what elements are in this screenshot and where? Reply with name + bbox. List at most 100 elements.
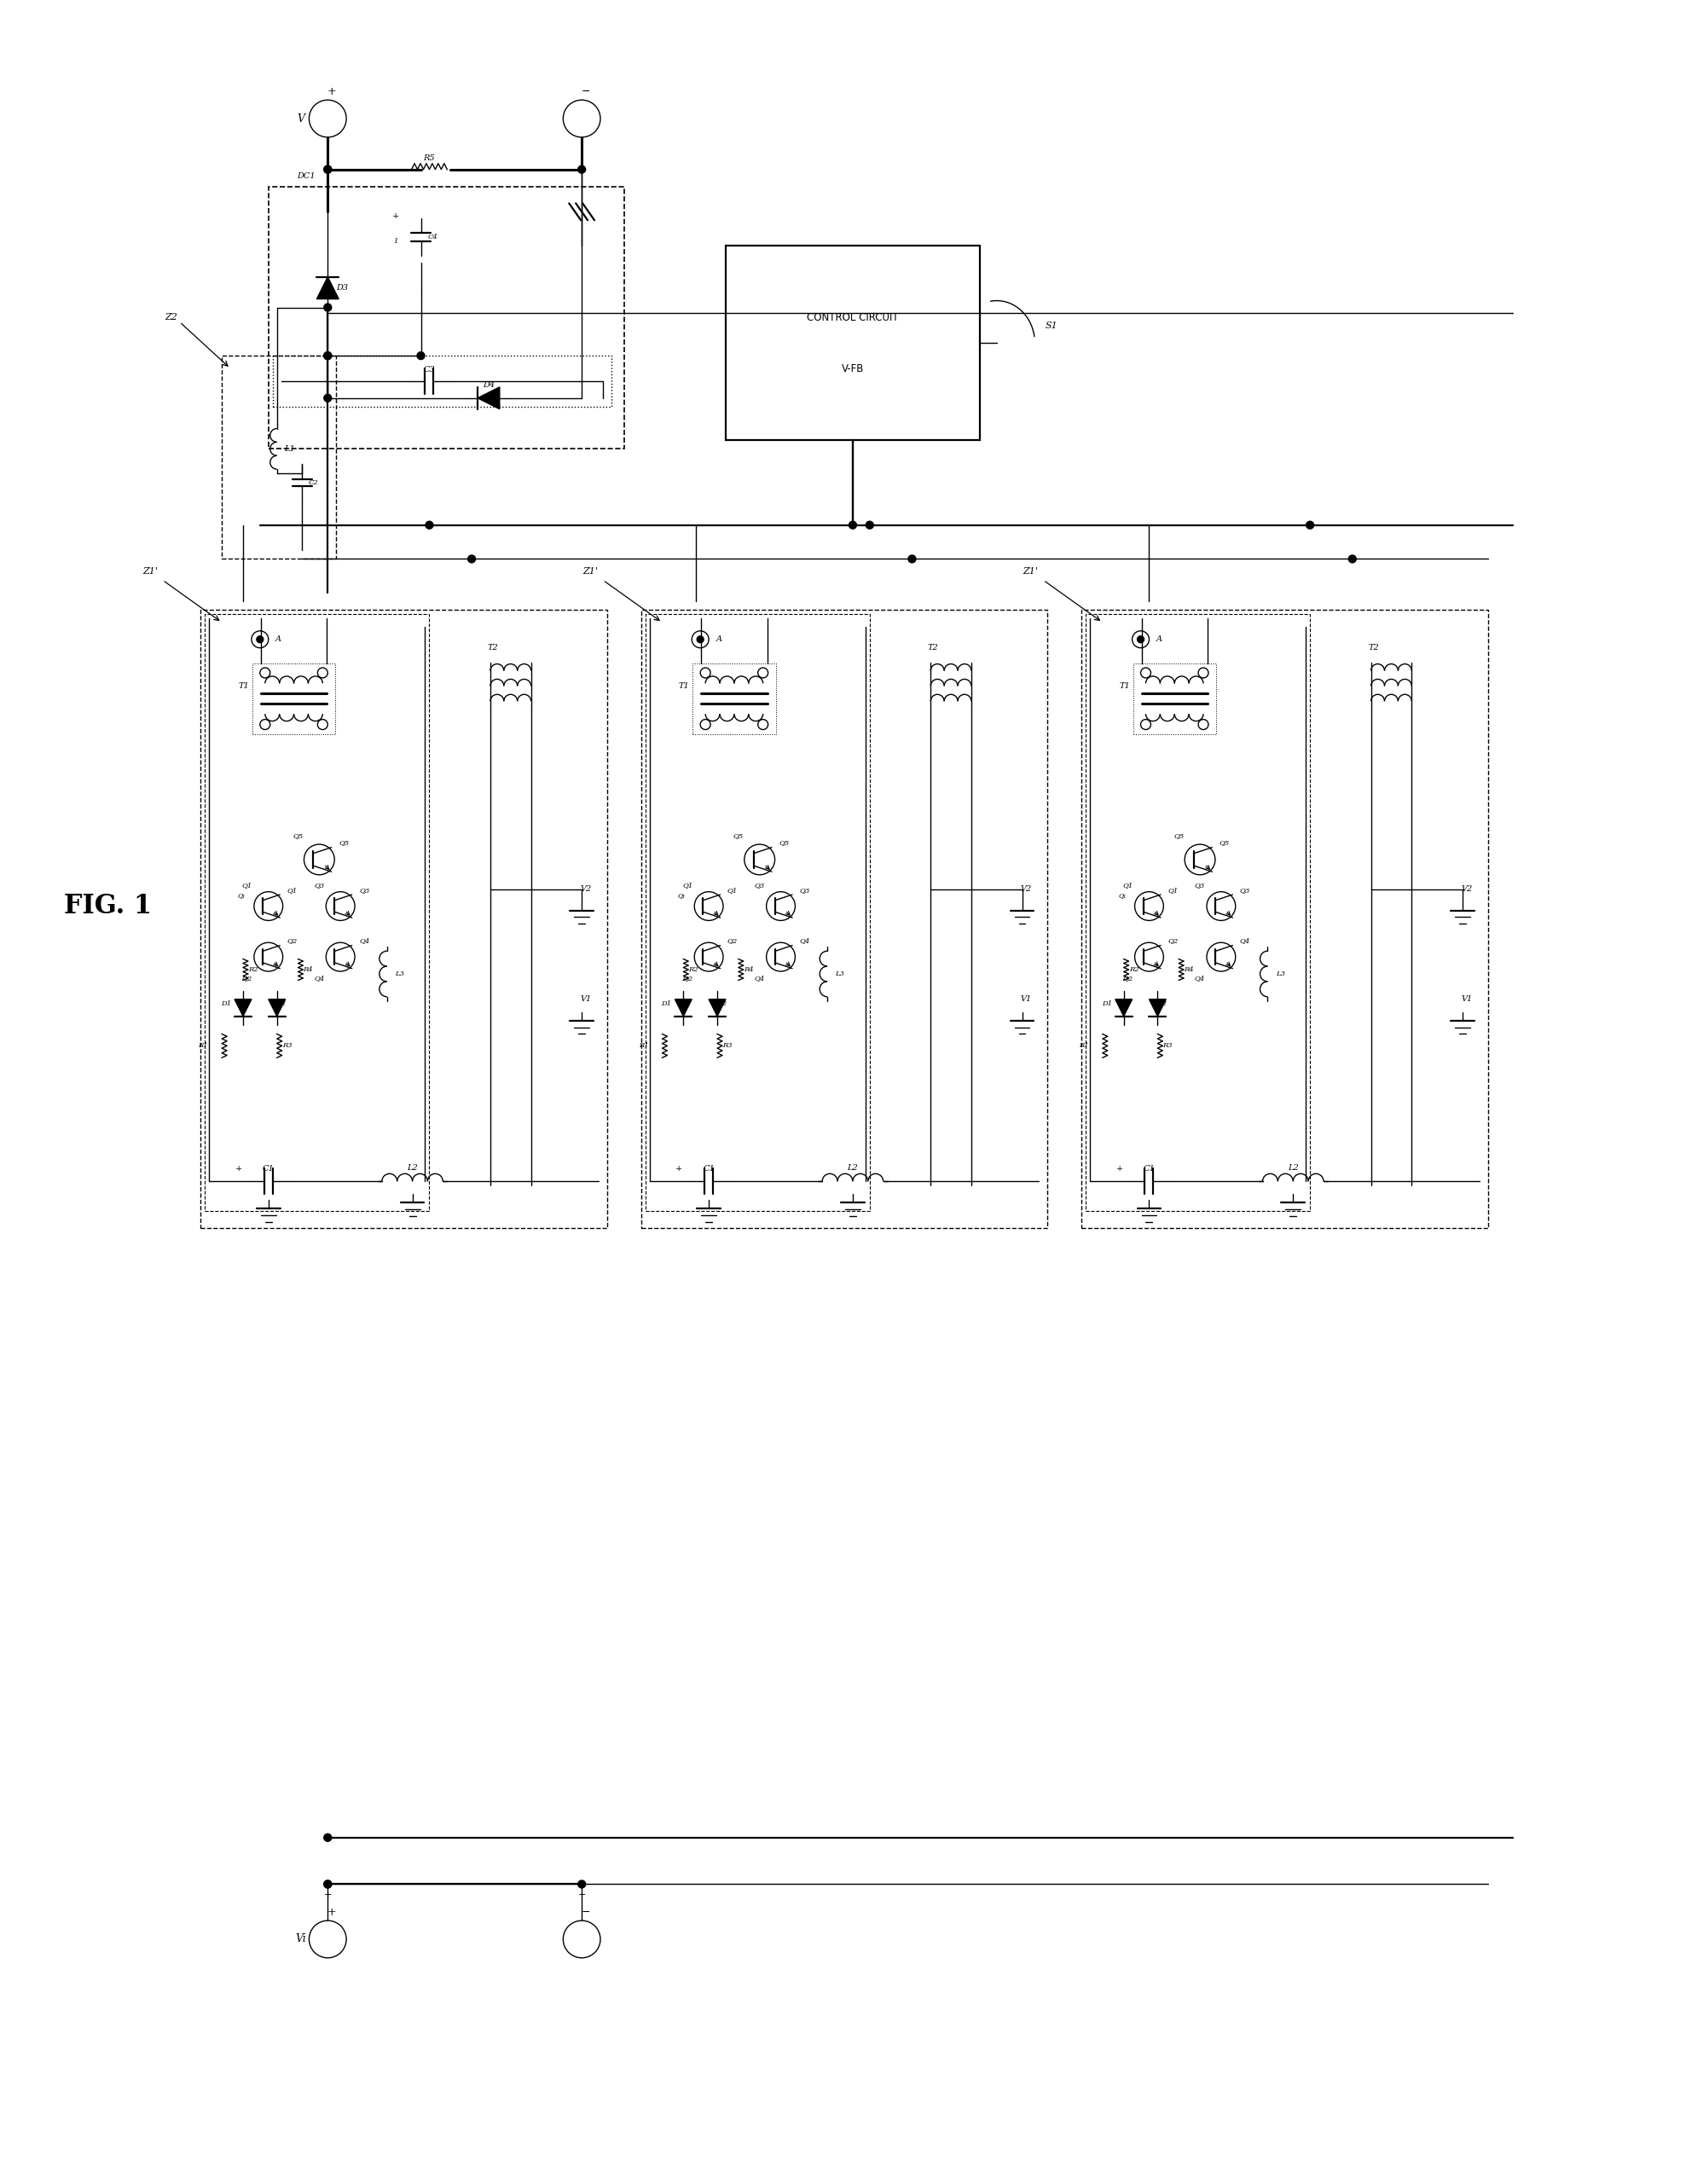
Text: Q1: Q1 [1123,882,1133,889]
Text: C1: C1 [263,1164,275,1173]
Polygon shape [268,1000,285,1016]
Text: R3: R3 [723,1042,732,1048]
Text: V1: V1 [1020,996,1032,1002]
Text: Q1: Q1 [243,882,253,889]
Text: R2: R2 [248,965,258,974]
Text: Q₁: Q₁ [1118,893,1126,900]
Text: R3: R3 [282,1042,292,1048]
Circle shape [467,555,475,563]
Text: L3: L3 [835,970,845,976]
Text: Q3: Q3 [359,887,369,893]
Polygon shape [317,277,339,299]
Text: Q3: Q3 [1195,882,1205,889]
Text: Q4: Q4 [799,937,809,943]
Text: Q2: Q2 [727,937,738,943]
Text: −: − [582,1907,590,1918]
Text: Q1: Q1 [727,887,738,893]
Text: T2: T2 [1367,644,1379,651]
Text: +: + [327,1907,337,1918]
Text: L2: L2 [406,1164,418,1171]
Text: T2: T2 [927,644,939,651]
Text: Q1: Q1 [1168,887,1179,893]
Text: D3: D3 [336,284,347,293]
Polygon shape [1114,1000,1133,1016]
Text: T1: T1 [1120,681,1130,690]
Circle shape [256,636,263,642]
Circle shape [324,1835,332,1841]
Text: Q3: Q3 [314,882,324,889]
Text: Q4: Q4 [754,974,765,981]
Text: D2: D2 [717,1000,727,1007]
Text: +: + [327,85,337,96]
Text: Z2: Z2 [165,312,177,321]
Text: V: V [297,114,305,124]
Text: +: + [324,1891,332,1900]
Text: A: A [275,636,282,644]
Text: R1: R1 [199,1042,207,1048]
Polygon shape [1150,1000,1167,1016]
Text: Q5: Q5 [779,839,789,845]
Text: T2: T2 [487,644,499,651]
Text: R4: R4 [1184,965,1194,974]
Circle shape [578,166,585,173]
Text: D1: D1 [1101,1000,1113,1007]
Text: V2: V2 [1462,885,1472,893]
Text: +: + [391,212,400,221]
Polygon shape [708,1000,725,1016]
Text: Q2: Q2 [683,974,693,981]
Text: L1: L1 [285,446,295,452]
Text: L3: L3 [1276,970,1285,976]
Circle shape [1138,636,1145,642]
Text: R1: R1 [1079,1042,1089,1048]
Circle shape [324,1880,332,1887]
Text: S1: S1 [1045,321,1059,330]
Text: V2: V2 [580,885,592,893]
Text: V1: V1 [580,996,592,1002]
Circle shape [425,522,433,529]
Text: A: A [717,636,722,644]
Circle shape [850,522,856,529]
Text: −: − [578,1891,585,1900]
Text: R5: R5 [423,155,435,162]
Text: Z1': Z1' [1023,568,1039,577]
Text: Q5: Q5 [1219,839,1229,845]
Circle shape [324,304,332,312]
Circle shape [696,636,703,642]
Text: C2: C2 [309,478,319,487]
Text: R3: R3 [1163,1042,1173,1048]
Text: Q5: Q5 [733,832,744,839]
Text: D1: D1 [661,1000,671,1007]
Circle shape [416,352,425,360]
Text: Q2: Q2 [243,974,253,981]
Text: Q2: Q2 [287,937,297,943]
Text: Q3: Q3 [1239,887,1251,893]
Text: T1: T1 [238,681,250,690]
Text: D2: D2 [1157,1000,1167,1007]
Text: C1: C1 [703,1164,715,1173]
Circle shape [324,1880,332,1887]
Circle shape [578,1880,585,1887]
Polygon shape [674,1000,691,1016]
Text: D4: D4 [482,382,494,389]
Text: L2: L2 [1288,1164,1298,1171]
Text: Q₁: Q₁ [678,893,686,900]
Polygon shape [234,1000,251,1016]
Text: Q1: Q1 [683,882,693,889]
Text: Q4: Q4 [1239,937,1251,943]
Text: Q1: Q1 [287,887,297,893]
Text: Q4: Q4 [314,974,324,981]
Text: CONTROL CIRCUIT: CONTROL CIRCUIT [808,312,899,323]
Circle shape [324,166,332,173]
Text: Q2: Q2 [1123,974,1133,981]
Text: Z1': Z1' [583,568,599,577]
Text: V-FB: V-FB [841,363,863,373]
Circle shape [324,395,332,402]
Text: Q5: Q5 [293,832,303,839]
Text: C4: C4 [428,234,438,240]
Text: Q4: Q4 [1195,974,1205,981]
Text: L2: L2 [848,1164,858,1171]
Text: A: A [1157,636,1162,644]
Text: R2: R2 [688,965,698,974]
Text: R1: R1 [639,1042,649,1048]
Text: Q5: Q5 [339,839,349,845]
